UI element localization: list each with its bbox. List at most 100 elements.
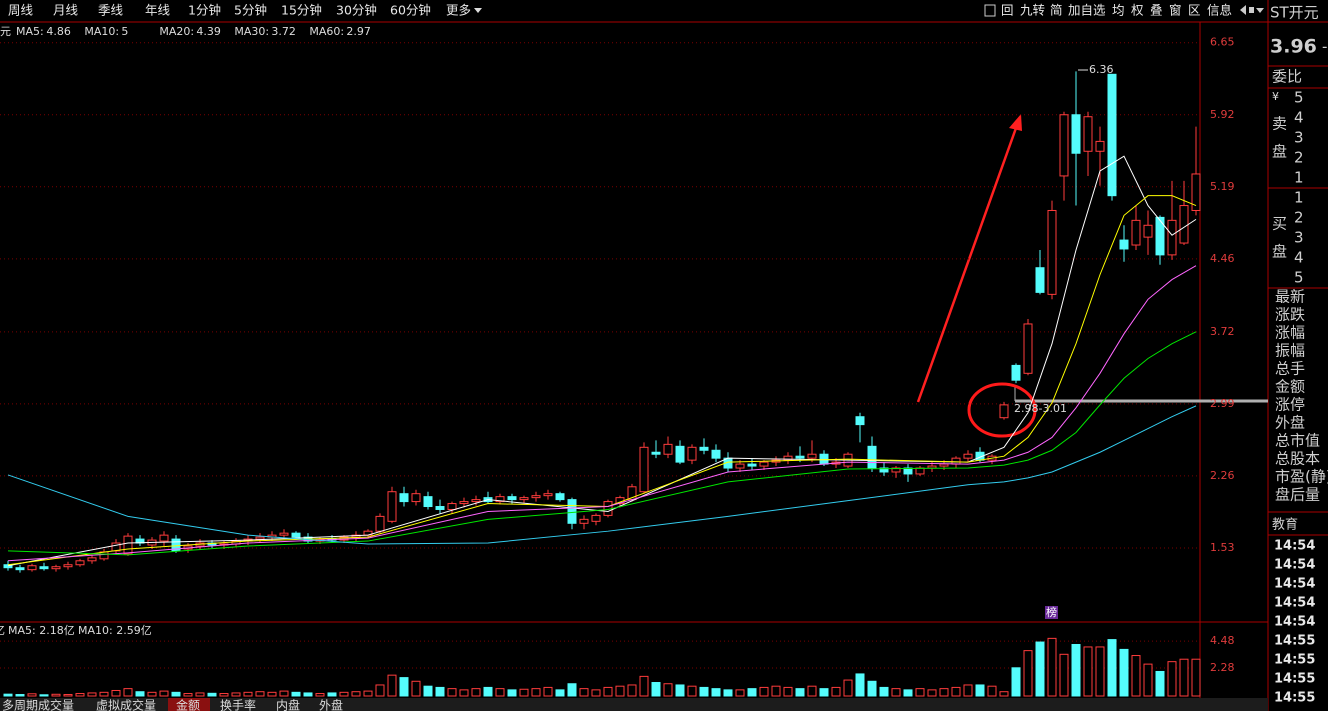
candle-body [447,503,457,510]
candle-body [543,493,553,497]
candle-body [927,465,937,469]
ma-line [7,195,1197,566]
candle-body [675,445,685,463]
volume-bar [1155,670,1165,697]
tool-button[interactable]: 九转 [1020,3,1045,18]
candle-body [75,560,85,566]
tool-button[interactable]: 加自选 [1068,3,1106,18]
candle-body [1179,205,1189,244]
sell-level: 3 [1294,129,1304,147]
volume-bar [1107,639,1117,697]
period-tab[interactable]: 月线 [53,3,79,18]
volume-bar [843,679,853,697]
tool-button[interactable]: 区 [1188,3,1201,18]
ma-legend-label: MA20: [159,25,194,38]
candle-body [711,449,721,459]
volume-legend: MA10: 2.59亿 [78,624,152,637]
volume-bar [975,684,985,697]
volume-bar [471,688,481,697]
volume-bar [531,688,541,697]
indicator-tab[interactable]: 多周期成交量 [2,698,74,711]
quote-field: 市盈(静) [1275,468,1328,486]
sell-level: 2 [1294,149,1304,167]
indicator-tab[interactable]: 换手率 [220,698,256,711]
quote-field: 总股本 [1275,450,1320,468]
tool-button[interactable]: 均 [1112,3,1125,18]
tool-button[interactable]: 回 [1001,3,1014,18]
volume-bar [519,688,529,697]
indicator-tab[interactable]: 内盘 [276,698,300,711]
period-tab[interactable]: 1分钟 [188,3,221,18]
volume-legend: MA5: 2.18亿 [8,624,75,637]
volume-bar [411,680,421,697]
period-tab[interactable]: 30分钟 [336,3,377,18]
volume-bar [363,690,373,697]
tool-button[interactable]: 窗 [1169,3,1182,18]
indicator-tab[interactable]: 虚拟成交量 [96,698,156,711]
tool-button[interactable]: 叠 [1150,3,1163,18]
volume-bar [987,685,997,697]
change: - [1322,38,1327,56]
tool-button[interactable]: 信息 [1207,3,1232,18]
candle-body [1011,364,1021,381]
volume-bar [567,683,577,697]
volume-bar [627,684,637,697]
candle-body [531,495,541,499]
volume-bar [375,684,385,697]
candle-body [471,499,481,503]
candle-body [687,446,697,461]
volume-bar [579,688,589,697]
candle-body [51,566,61,570]
volume-bar [39,694,49,697]
volume-bar [195,692,205,697]
period-tab[interactable]: 60分钟 [390,3,431,18]
indicator-tab[interactable]: 金额 [176,698,200,711]
trade-time: 14:55 [1274,653,1315,668]
marker-bg [1045,606,1058,619]
highlight-circle [967,382,1037,438]
volume-bar [723,689,733,697]
education: 教育 [1272,517,1298,533]
volume-bar [1071,643,1081,697]
tool-button[interactable]: 简 [1050,3,1063,18]
sell-level: 5 [1294,89,1304,107]
period-tab[interactable]: 周线 [8,3,34,18]
quote-field: 金额 [1275,378,1305,396]
period-tab[interactable]: 季线 [98,3,124,18]
period-tab[interactable]: 更多 [446,3,471,18]
annotation: 2.98-3.01 [1014,402,1067,415]
volume-bar [915,688,925,697]
tab-bar [0,698,1268,711]
volume-bar [15,694,25,697]
ma-legend-value: 4.39 [196,25,221,38]
candle-body [1191,173,1201,211]
dropdown-icon [474,8,482,13]
buy-label: 盘 [1272,243,1287,261]
candle-body [495,496,505,503]
volume-bar [555,689,565,697]
volume-bar [1131,655,1141,697]
period-tab[interactable]: 15分钟 [281,3,322,18]
tool-button[interactable]: 权 [1131,3,1144,18]
volume-bar [603,686,613,697]
period-tab[interactable]: 年线 [145,3,171,18]
arrow [916,127,1018,403]
volume-bar [171,691,181,697]
candle-body [255,536,265,540]
icon [1249,7,1254,13]
volume-bar [735,689,745,697]
period-tab[interactable]: 5分钟 [234,3,267,18]
volume-bar [231,692,241,697]
volume-bar [75,693,85,697]
volume-bar [483,686,493,697]
candle-body [1071,114,1081,154]
candle-body [999,404,1009,419]
candle-body [1155,216,1165,256]
trade-time: 14:55 [1274,634,1315,649]
candle-body [459,501,469,505]
volume-bar [315,693,325,697]
volume-bar [927,689,937,697]
indicator-tab[interactable]: 外盘 [319,698,343,711]
volume-bar [903,689,913,697]
stock-name: ST开元 [1270,4,1319,22]
